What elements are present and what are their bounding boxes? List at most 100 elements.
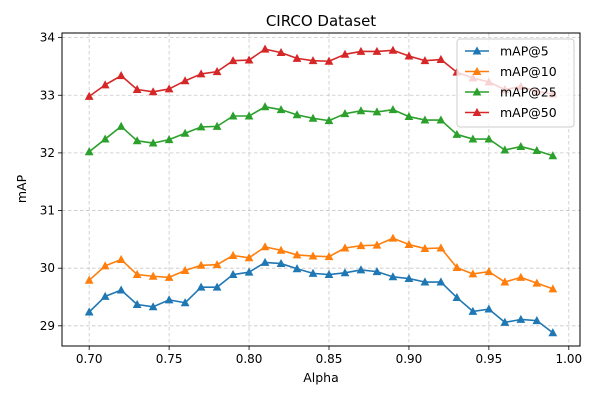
series-map-25 [84, 102, 558, 160]
data-point-map-25 [212, 121, 222, 130]
axis-ticks: 0.70 0.75 0.80 0.85 0.90 0.95 1.00 29 30 31 32 33 34 [40, 31, 582, 366]
data-point-map-50 [356, 46, 366, 55]
data-point-map-5 [548, 328, 558, 337]
data-point-map-25 [148, 138, 158, 147]
legend-label: mAP@50 [500, 105, 557, 120]
data-point-map-25 [324, 116, 334, 125]
legend-label: mAP@10 [500, 64, 557, 79]
legend-entry: mAP@50 [465, 105, 557, 120]
data-point-map-50 [292, 53, 302, 62]
data-point-map-50 [116, 71, 126, 80]
data-point-map-25 [356, 106, 366, 115]
legend-label: mAP@25 [500, 85, 557, 100]
legend-marker [472, 87, 482, 96]
data-point-map-10 [340, 243, 350, 252]
y-tick-label: 29 [40, 319, 55, 333]
data-point-map-5 [148, 302, 158, 311]
data-point-map-50 [260, 44, 270, 53]
data-point-map-5 [292, 264, 302, 273]
data-point-map-25 [468, 134, 478, 143]
chart-title: CIRCO Dataset [266, 12, 376, 30]
data-point-map-5 [164, 295, 174, 304]
data-point-map-5 [308, 268, 318, 277]
data-point-map-5 [340, 268, 350, 277]
data-point-map-5 [276, 258, 286, 268]
data-point-map-50 [228, 56, 238, 65]
data-point-map-10 [292, 250, 302, 259]
data-point-map-5 [100, 291, 110, 300]
data-point-map-50 [404, 51, 414, 60]
y-axis-label: mAP [14, 174, 29, 203]
y-tick-label: 31 [40, 204, 55, 218]
legend-entry: mAP@25 [465, 85, 557, 100]
series-map-5 [84, 257, 558, 337]
data-point-map-25 [196, 122, 206, 131]
data-point-map-5 [228, 269, 238, 278]
data-point-map-50 [308, 56, 318, 65]
grid [62, 33, 580, 346]
data-point-map-10 [324, 252, 334, 261]
data-point-map-50 [100, 80, 110, 89]
x-tick-label: 0.95 [476, 352, 503, 366]
data-point-map-10 [548, 284, 558, 293]
data-point-map-5 [356, 265, 366, 274]
data-point-map-25 [500, 145, 510, 154]
data-point-map-25 [292, 110, 302, 119]
legend-entry: mAP@10 [465, 64, 557, 79]
legend: mAP@5 mAP@10 mAP@25 mAP@50 [456, 38, 575, 128]
data-point-map-10 [532, 278, 542, 287]
data-point-map-25 [452, 129, 462, 138]
legend-box [456, 38, 575, 128]
data-point-map-10 [372, 240, 382, 249]
data-point-map-10 [276, 245, 286, 254]
data-point-map-50 [196, 69, 206, 78]
data-point-map-50 [420, 56, 430, 65]
data-point-map-10 [468, 269, 478, 278]
legend-label: mAP@5 [500, 44, 549, 59]
data-point-map-5 [404, 273, 414, 283]
data-point-map-10 [420, 243, 430, 253]
data-point-map-25 [180, 128, 190, 137]
data-point-map-25 [340, 109, 350, 118]
data-point-map-5 [196, 282, 206, 291]
data-point-map-5 [132, 299, 142, 308]
data-point-map-50 [148, 87, 158, 96]
data-point-map-5 [372, 267, 382, 276]
data-point-map-50 [372, 46, 382, 55]
legend-marker [472, 46, 482, 55]
data-point-map-50 [276, 47, 286, 57]
data-point-map-10 [388, 233, 398, 242]
data-point-map-50 [132, 84, 142, 93]
data-point-map-25 [164, 135, 174, 144]
legend-marker [472, 107, 482, 116]
data-point-map-5 [500, 317, 510, 326]
data-point-map-5 [484, 304, 494, 313]
x-axis-label: Alpha [303, 370, 339, 385]
data-point-map-5 [260, 257, 270, 266]
data-point-map-25 [516, 141, 526, 151]
data-point-map-25 [484, 134, 494, 143]
data-point-map-50 [84, 91, 94, 100]
data-point-map-25 [276, 105, 286, 114]
data-point-map-5 [324, 269, 334, 278]
x-tick-label: 0.75 [156, 352, 183, 366]
y-tick-label: 32 [40, 146, 55, 160]
data-point-map-25 [372, 107, 382, 116]
data-point-map-50 [212, 67, 222, 76]
x-tick-label: 0.70 [76, 352, 103, 366]
y-tick-label: 34 [40, 31, 55, 45]
data-point-map-5 [452, 292, 462, 302]
data-point-map-25 [548, 151, 558, 160]
data-point-map-5 [244, 267, 254, 276]
data-point-map-10 [436, 243, 446, 252]
data-point-map-50 [340, 49, 350, 58]
data-point-map-5 [532, 316, 542, 325]
x-tick-label: 0.90 [396, 352, 423, 366]
data-point-map-10 [404, 239, 414, 248]
data-point-map-25 [436, 115, 446, 124]
data-point-map-5 [388, 272, 398, 281]
data-point-map-50 [388, 45, 398, 54]
data-point-map-10 [164, 272, 174, 281]
data-point-map-25 [260, 102, 270, 111]
